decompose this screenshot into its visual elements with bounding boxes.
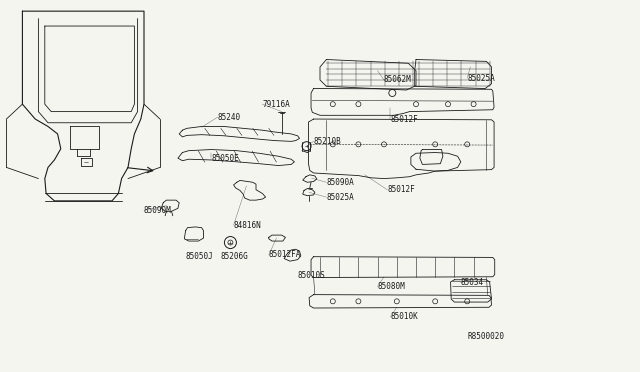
Text: 85240: 85240 (218, 113, 241, 122)
Text: R8500020: R8500020 (467, 332, 504, 341)
Text: 85206G: 85206G (221, 252, 248, 261)
Text: 85050J: 85050J (186, 252, 213, 261)
Text: 85025A: 85025A (467, 74, 495, 83)
Text: 85012FA: 85012FA (269, 250, 301, 259)
Text: 85090A: 85090A (326, 178, 354, 187)
Text: 85210B: 85210B (314, 137, 341, 146)
Text: 85080M: 85080M (378, 282, 405, 291)
Text: 85062M: 85062M (384, 76, 412, 84)
Text: 84816N: 84816N (234, 221, 261, 230)
Text: 85034: 85034 (461, 278, 484, 287)
Text: 85050E: 85050E (211, 154, 239, 163)
Text: 85010K: 85010K (390, 312, 418, 321)
Text: 85025A: 85025A (326, 193, 354, 202)
Text: 79116A: 79116A (262, 100, 290, 109)
Text: 85012F: 85012F (387, 185, 415, 194)
Text: 85012F: 85012F (390, 115, 418, 124)
Text: 85090M: 85090M (144, 206, 172, 215)
Text: 85010S: 85010S (298, 271, 325, 280)
